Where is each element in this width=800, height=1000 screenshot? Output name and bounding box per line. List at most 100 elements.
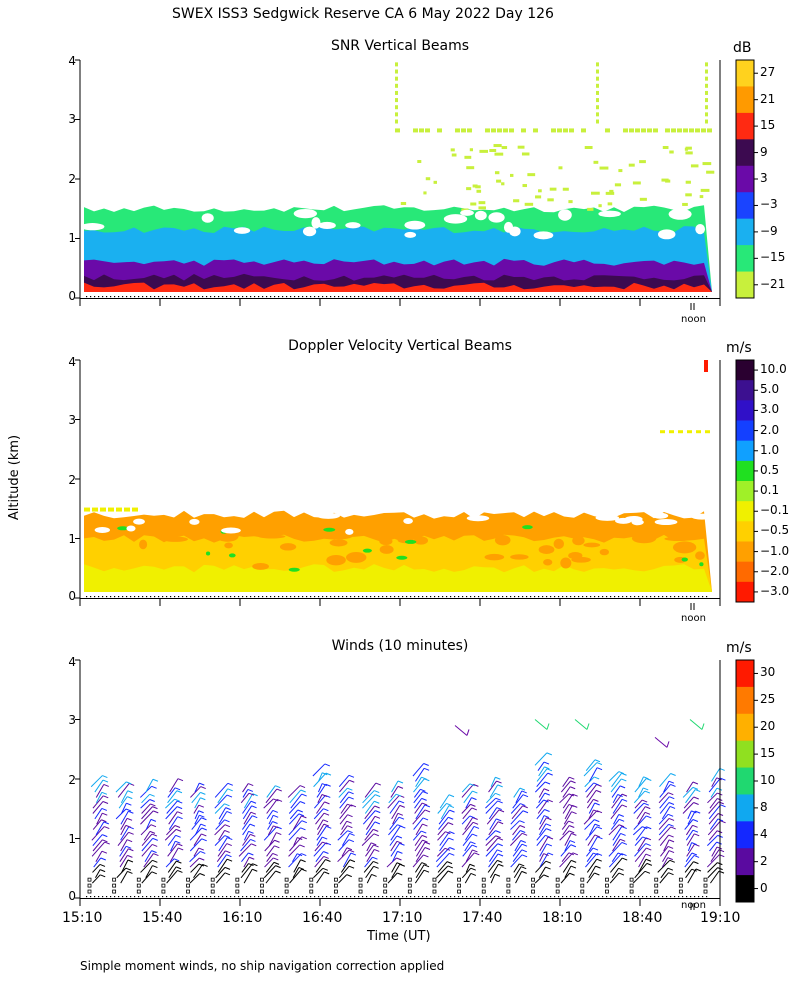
colorbar-swatch [736,86,754,114]
snr-ytick: 0 [68,289,76,303]
wind-barb-flag [422,823,428,827]
baseline-dot [426,596,428,598]
wind-barb-flag [301,853,307,856]
wind-profile [457,783,480,894]
snr-gap [233,227,251,234]
baseline-dot [270,596,272,598]
wind-barb-flag [399,842,405,846]
baseline-dot [614,896,616,898]
wind-barb [189,857,200,868]
wind-barb [633,815,647,830]
wind-barb [145,778,154,793]
snr-gap [460,209,474,216]
baseline-dot [170,896,172,898]
doppler-gap [615,517,632,524]
winds-ytick: 4 [68,655,76,669]
snr-cell [464,155,472,159]
baseline-dot [442,596,444,598]
baseline-dot [518,596,520,598]
wind-barb-flag [670,773,676,776]
wind-barb [317,783,323,793]
wind-barb-flag [296,853,303,857]
wind-barb [289,809,299,820]
wind-barb [167,787,176,798]
wind-barb-flag [472,833,478,837]
wind-barb [164,829,177,841]
wind-barb-flag [646,862,653,866]
colorbar-label: 15 [760,746,776,761]
baseline-dot [158,296,160,298]
wind-barb [632,826,643,836]
wind-barb-flag [693,796,699,800]
baseline-dot [102,296,104,298]
snr-cell [395,83,398,88]
wind-barb [214,835,226,846]
wind-barb-flag [642,836,648,840]
baseline-dot [594,896,596,898]
wind-barb [612,799,623,814]
wind-barb [489,784,499,798]
baseline-dot [506,296,508,298]
wind-barb-flag [298,813,305,817]
snr-cell [433,180,438,184]
wind-barb-flag [227,837,233,841]
doppler-blob [362,548,372,553]
snr-cell [705,76,708,81]
baseline-dot [650,596,652,598]
snr-cell [598,204,602,208]
snr-cell [494,152,504,156]
wind-profile [309,763,332,894]
baseline-dot [378,296,380,298]
wind-barb [364,856,373,868]
wind-barb [662,850,670,862]
doppler-layer [84,564,712,593]
snr-cell [596,76,599,81]
wind-profile [506,787,529,894]
baseline-dot [246,896,248,898]
snr-cell [395,128,400,133]
wind-barb [141,793,150,804]
wind-barb [315,851,324,863]
baseline-dot [298,296,300,298]
wind-barb-flag [691,868,697,872]
wind-barb [564,833,572,846]
wind-barb [485,800,499,814]
wind-barb [513,866,522,879]
wind-barb [608,771,620,782]
wind-barb-flag [668,823,674,827]
wind-barb [92,819,102,830]
wind-barb-flag [322,772,328,776]
baseline-dot [310,896,312,898]
baseline-dot [398,596,400,598]
wind-barb-flag [300,859,306,863]
doppler-blob [323,527,336,532]
wind-barb-flag [621,793,628,797]
colorbar-label: 0 [760,880,768,895]
wind-barb [611,772,622,788]
wind-barb-flag [226,854,232,858]
doppler-blob [376,529,398,541]
wind-barb [120,790,129,804]
wind-barb [366,842,372,852]
wind-barb [585,782,595,793]
wind-barb-flag [200,786,206,790]
wind-barb [338,874,348,884]
doppler-blob [396,555,408,560]
wind-barb [708,801,720,814]
wind-barb-flag [323,808,329,812]
snr-cell [662,145,669,149]
wind-barb [663,780,670,793]
baseline-dot [674,896,676,898]
wind-barb-flag [272,809,278,813]
wind-barb [115,808,127,820]
snr-cell [653,128,658,133]
wind-barb-flag [325,772,332,776]
wind-barb-flag [692,819,699,822]
snr-cell [596,90,599,95]
wind-barb-flag [422,839,428,843]
baseline-dot [134,596,136,598]
wind-barb [574,719,588,730]
colorbar-swatch [736,713,754,742]
wind-barb-flag [252,863,258,867]
wind-barb [585,759,596,771]
